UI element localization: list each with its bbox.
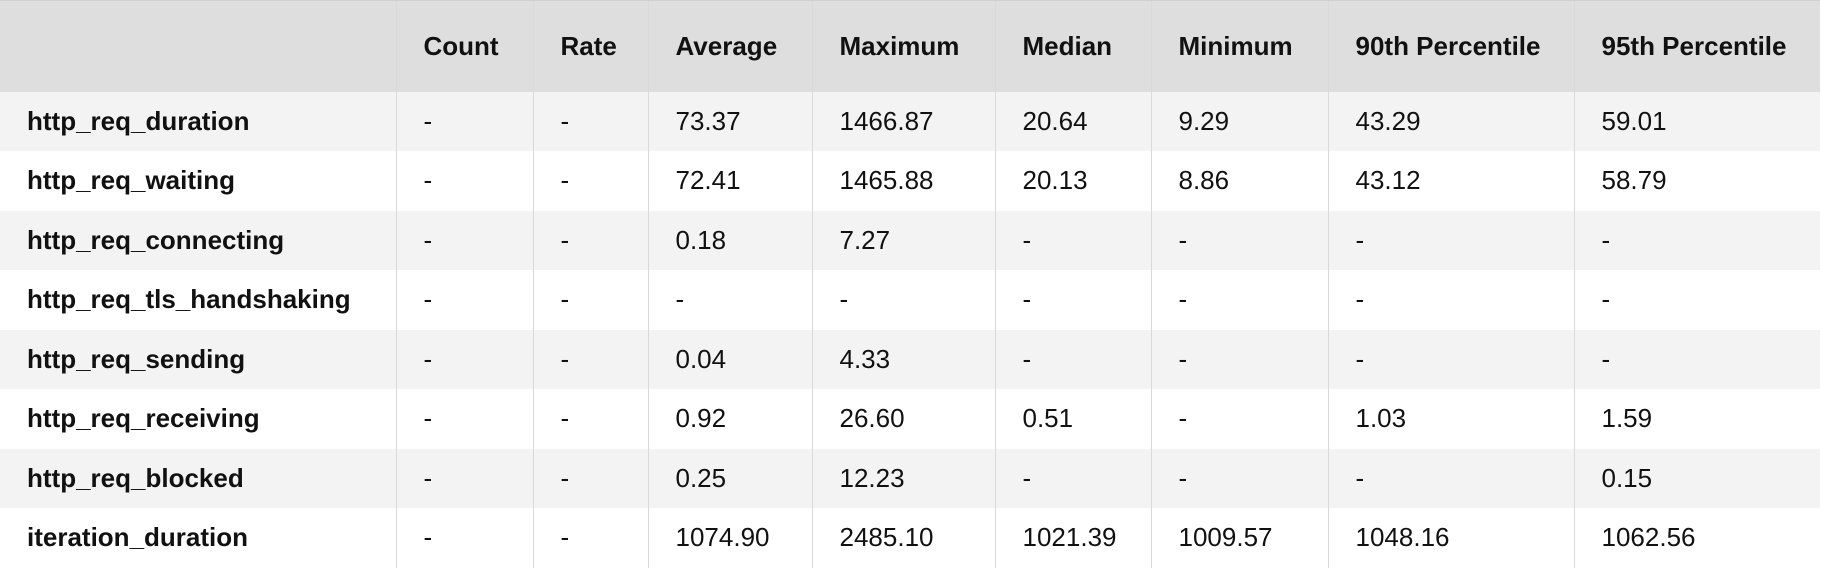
cell-rate: - xyxy=(532,508,648,568)
cell-count: - xyxy=(395,448,533,508)
cell-rate: - xyxy=(532,210,648,270)
header-average: Average xyxy=(647,0,812,92)
cell-average: 0.92 xyxy=(647,389,812,449)
cell-average: 73.37 xyxy=(647,91,812,151)
header-count: Count xyxy=(395,0,533,92)
cell-minimum: 8.86 xyxy=(1150,151,1328,211)
cell-p90: - xyxy=(1327,329,1574,389)
metric-name: http_req_sending xyxy=(27,343,246,374)
cell-rate: - xyxy=(532,448,648,508)
metric-name: iteration_duration xyxy=(27,522,249,553)
table-row: http_req_waiting - - 72.41 1465.88 20.13… xyxy=(0,151,1820,211)
header-p90: 90th Percentile xyxy=(1327,0,1574,92)
cell-p90: 1048.16 xyxy=(1327,508,1574,568)
cell-average: 0.25 xyxy=(647,448,812,508)
metric-name: http_req_connecting xyxy=(27,224,285,255)
cell-count: - xyxy=(395,508,533,568)
metric-name: http_req_receiving xyxy=(27,403,260,434)
cell-maximum: 7.27 xyxy=(811,210,995,270)
cell-minimum: 9.29 xyxy=(1150,91,1328,151)
table-body: http_req_duration - - 73.37 1466.87 20.6… xyxy=(0,91,1820,568)
cell-maximum: 2485.10 xyxy=(811,508,995,568)
cell-rate: - xyxy=(532,389,648,449)
cell-median: - xyxy=(994,270,1151,330)
cell-minimum: - xyxy=(1150,389,1328,449)
cell-minimum: - xyxy=(1150,448,1328,508)
header-rate: Rate xyxy=(532,0,648,92)
cell-maximum: 4.33 xyxy=(811,329,995,389)
cell-p95: - xyxy=(1573,329,1820,389)
cell-median: 20.13 xyxy=(994,151,1151,211)
table-row: iteration_duration - - 1074.90 2485.10 1… xyxy=(0,508,1820,568)
cell-average: 72.41 xyxy=(647,151,812,211)
cell-maximum: 1465.88 xyxy=(811,151,995,211)
cell-average: - xyxy=(647,270,812,330)
table-row: http_req_tls_handshaking - - - - - - - - xyxy=(0,270,1820,330)
cell-maximum: 26.60 xyxy=(811,389,995,449)
cell-average: 0.04 xyxy=(647,329,812,389)
cell-count: - xyxy=(395,210,533,270)
cell-rate: - xyxy=(532,91,648,151)
cell-count: - xyxy=(395,91,533,151)
header-minimum: Minimum xyxy=(1150,0,1328,92)
table-row: http_req_sending - - 0.04 4.33 - - - - xyxy=(0,329,1820,389)
cell-minimum: - xyxy=(1150,329,1328,389)
table-row: http_req_blocked - - 0.25 12.23 - - - 0.… xyxy=(0,448,1820,508)
table-header: Count Rate Average Maximum Median Minimu… xyxy=(0,0,1820,92)
cell-median: 20.64 xyxy=(994,91,1151,151)
cell-median: - xyxy=(994,448,1151,508)
cell-p95: - xyxy=(1573,210,1820,270)
cell-rate: - xyxy=(532,329,648,389)
cell-p95: 58.79 xyxy=(1573,151,1820,211)
cell-p95: 1.59 xyxy=(1573,389,1820,449)
cell-count: - xyxy=(395,151,533,211)
cell-p95: 0.15 xyxy=(1573,448,1820,508)
cell-maximum: 12.23 xyxy=(811,448,995,508)
cell-median: 1021.39 xyxy=(994,508,1151,568)
header-metric xyxy=(0,0,396,92)
metric-name: http_req_blocked xyxy=(27,462,244,493)
cell-p90: 1.03 xyxy=(1327,389,1574,449)
metric-name: http_req_waiting xyxy=(27,165,236,196)
cell-median: - xyxy=(994,210,1151,270)
cell-median: 0.51 xyxy=(994,389,1151,449)
cell-p90: 43.29 xyxy=(1327,91,1574,151)
cell-count: - xyxy=(395,389,533,449)
cell-count: - xyxy=(395,270,533,330)
header-maximum: Maximum xyxy=(811,0,995,92)
cell-count: - xyxy=(395,329,533,389)
metric-name: http_req_tls_handshaking xyxy=(27,284,351,315)
metric-name: http_req_duration xyxy=(27,105,250,136)
table-row: http_req_receiving - - 0.92 26.60 0.51 -… xyxy=(0,389,1820,449)
cell-minimum: 1009.57 xyxy=(1150,508,1328,568)
table-row: http_req_connecting - - 0.18 7.27 - - - … xyxy=(0,210,1820,270)
cell-average: 1074.90 xyxy=(647,508,812,568)
header-row: Count Rate Average Maximum Median Minimu… xyxy=(0,0,1820,92)
cell-p95: - xyxy=(1573,270,1820,330)
header-p95: 95th Percentile xyxy=(1573,0,1820,92)
cell-p90: - xyxy=(1327,210,1574,270)
cell-p95: 1062.56 xyxy=(1573,508,1820,568)
cell-p95: 59.01 xyxy=(1573,91,1820,151)
cell-maximum: - xyxy=(811,270,995,330)
cell-p90: 43.12 xyxy=(1327,151,1574,211)
cell-maximum: 1466.87 xyxy=(811,91,995,151)
cell-p90: - xyxy=(1327,270,1574,330)
header-median: Median xyxy=(994,0,1151,92)
cell-minimum: - xyxy=(1150,270,1328,330)
cell-minimum: - xyxy=(1150,210,1328,270)
table-row: http_req_duration - - 73.37 1466.87 20.6… xyxy=(0,91,1820,151)
cell-median: - xyxy=(994,329,1151,389)
cell-rate: - xyxy=(532,270,648,330)
cell-rate: - xyxy=(532,151,648,211)
cell-average: 0.18 xyxy=(647,210,812,270)
cell-p90: - xyxy=(1327,448,1574,508)
